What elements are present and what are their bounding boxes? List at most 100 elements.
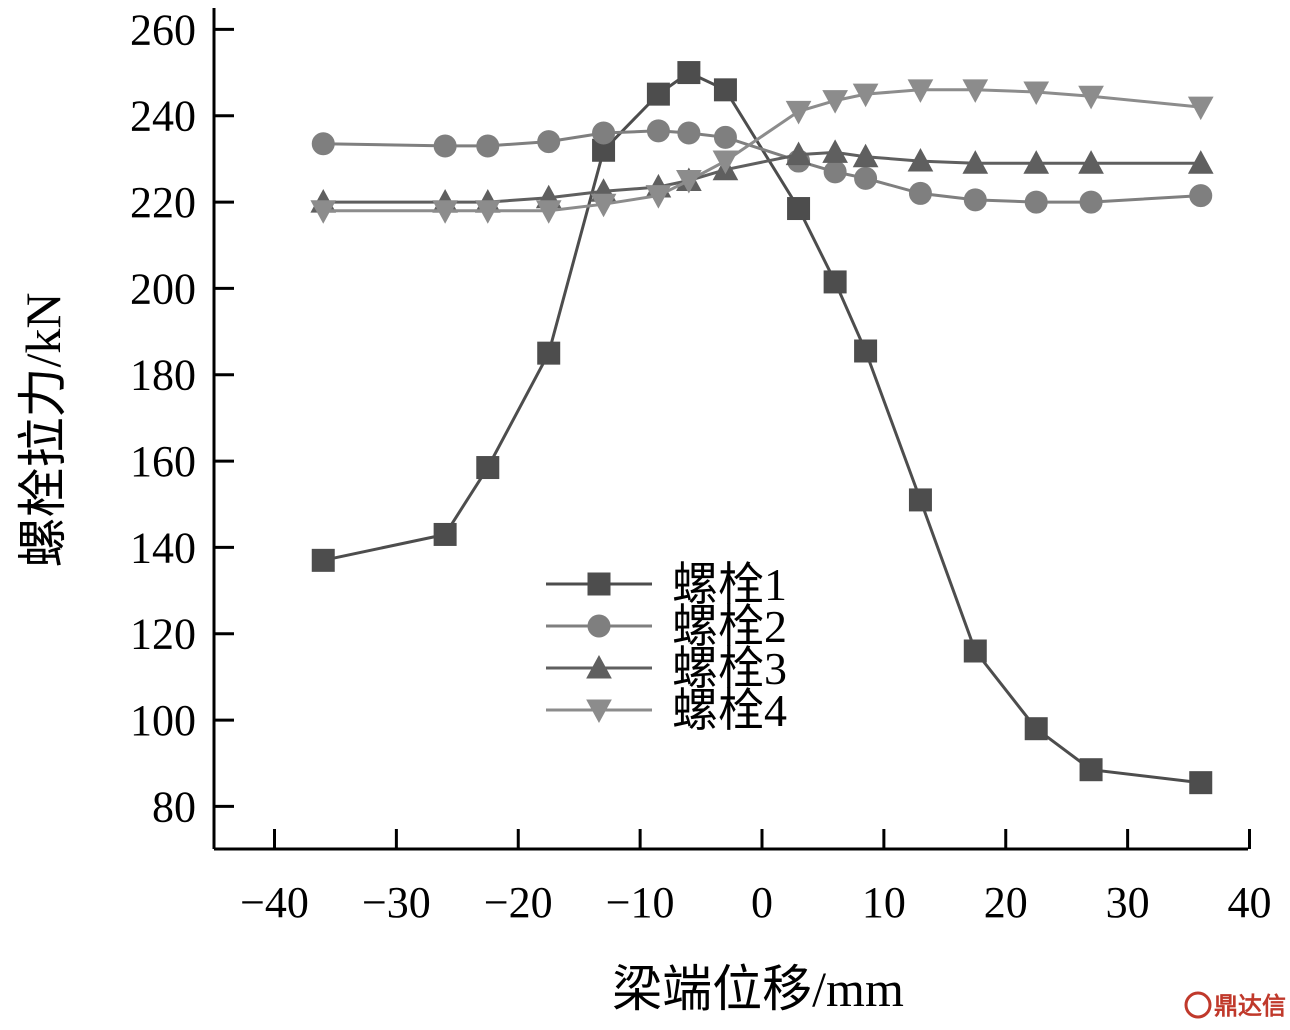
legend-item: 螺栓4 — [546, 685, 787, 736]
series-1-point — [908, 488, 932, 512]
series-1-point — [787, 197, 811, 221]
legend-label: 螺栓1 — [672, 559, 787, 610]
watermark: 鼎达信 — [1184, 991, 1286, 1020]
series-4-point — [1023, 81, 1050, 106]
legend-label: 螺栓4 — [672, 685, 787, 736]
x-tick-label: −20 — [484, 878, 553, 927]
legend-item: 螺栓1 — [546, 559, 787, 610]
series-4-point — [535, 200, 562, 224]
series-1-point — [1024, 717, 1048, 741]
series-4-point — [645, 185, 672, 209]
x-tick-label: 0 — [751, 878, 773, 927]
y-axis-title: 螺栓拉力/kN — [15, 293, 71, 568]
series-4-point — [310, 200, 337, 224]
x-tick-label: 30 — [1106, 878, 1150, 927]
series-3-line — [323, 150, 1201, 204]
series-1-point — [1079, 758, 1103, 782]
series-2-point — [476, 134, 500, 158]
series-4-point — [852, 83, 879, 108]
series-4-point — [712, 150, 739, 175]
legend-marker — [587, 572, 611, 596]
series-1-point — [1189, 771, 1213, 795]
y-tick-label: 240 — [130, 92, 196, 141]
series-2-point — [713, 125, 737, 149]
x-axis-title: 梁端位移/mm — [612, 961, 904, 1017]
series-2-point — [592, 121, 616, 145]
series-2-point — [1189, 184, 1213, 208]
series-2-point — [963, 188, 987, 212]
series-2 — [311, 119, 1213, 214]
series-1-point — [823, 270, 847, 294]
series-4-point — [474, 200, 501, 224]
series-1-point — [963, 639, 987, 663]
series-3-point — [1023, 150, 1050, 174]
series-2-point — [311, 132, 335, 156]
legend-marker — [587, 614, 611, 638]
series-2-point — [646, 119, 670, 143]
series-4-point — [822, 90, 848, 114]
series-2-line — [323, 129, 1201, 204]
watermark-text: 鼎达信 — [1214, 992, 1286, 1020]
x-tick-label: 40 — [1228, 878, 1272, 927]
series-1-point — [476, 456, 500, 480]
series-3-point — [1078, 150, 1104, 174]
x-tick-label: −40 — [240, 878, 309, 927]
series-4-line — [323, 88, 1201, 213]
series-4-point — [907, 79, 934, 103]
series-4-point — [432, 200, 458, 224]
legend-item: 螺栓3 — [546, 643, 787, 694]
series-2-point — [1079, 190, 1103, 214]
series-3-point — [852, 143, 879, 168]
y-tick-label: 120 — [130, 610, 196, 659]
x-tick-label: −10 — [606, 878, 675, 927]
y-tick-label: 140 — [130, 523, 196, 572]
series-4-point — [962, 79, 989, 103]
series-3-point — [785, 141, 812, 166]
series-1-point — [854, 339, 878, 363]
series-2-point — [677, 121, 701, 145]
legend-marker — [586, 654, 612, 679]
series-1-point — [311, 548, 335, 572]
series-1-point — [677, 61, 701, 85]
series-1-point — [646, 82, 670, 106]
series-4-point — [785, 100, 812, 125]
series-2-point — [823, 160, 847, 184]
series-3-point — [822, 139, 848, 163]
watermark-logo-icon — [1184, 991, 1212, 1019]
series-2-point — [1024, 190, 1048, 214]
y-axis-ticks: 80 100 120 140 160 180 200 220 240 260 — [130, 5, 234, 831]
series-layer — [310, 61, 1214, 795]
series-1-point — [537, 341, 561, 365]
series-4-point — [1187, 96, 1214, 121]
series-4-point — [1078, 85, 1104, 110]
y-tick-label: 100 — [130, 696, 196, 745]
x-tick-label: 10 — [862, 878, 906, 927]
plot-frame — [212, 8, 1248, 851]
y-tick-label: 80 — [152, 782, 196, 831]
series-4-point — [676, 169, 702, 194]
series-3-point — [907, 148, 934, 172]
series-3-point — [1187, 150, 1214, 174]
x-tick-label: −30 — [362, 878, 431, 927]
series-2-point — [854, 166, 878, 190]
series-1-point — [433, 522, 457, 546]
y-tick-label: 260 — [130, 5, 196, 54]
series-1-point — [713, 78, 737, 102]
x-tick-label: 20 — [984, 878, 1028, 927]
legend-label: 螺栓2 — [672, 601, 787, 652]
y-tick-label: 160 — [130, 437, 196, 486]
series-2-point — [537, 130, 561, 154]
legend-item: 螺栓2 — [546, 601, 787, 652]
legend-label: 螺栓3 — [672, 643, 787, 694]
series-4 — [310, 79, 1214, 224]
series-2-point — [908, 181, 932, 205]
y-tick-label: 220 — [130, 178, 196, 227]
series-2-point — [433, 134, 457, 158]
legend-marker — [586, 699, 612, 724]
y-tick-label: 200 — [130, 264, 196, 313]
series-3-point — [962, 150, 989, 174]
series-4-point — [590, 193, 617, 218]
x-axis-ticks: −40 −30 −20 −10 0 10 20 30 40 — [240, 829, 1272, 927]
